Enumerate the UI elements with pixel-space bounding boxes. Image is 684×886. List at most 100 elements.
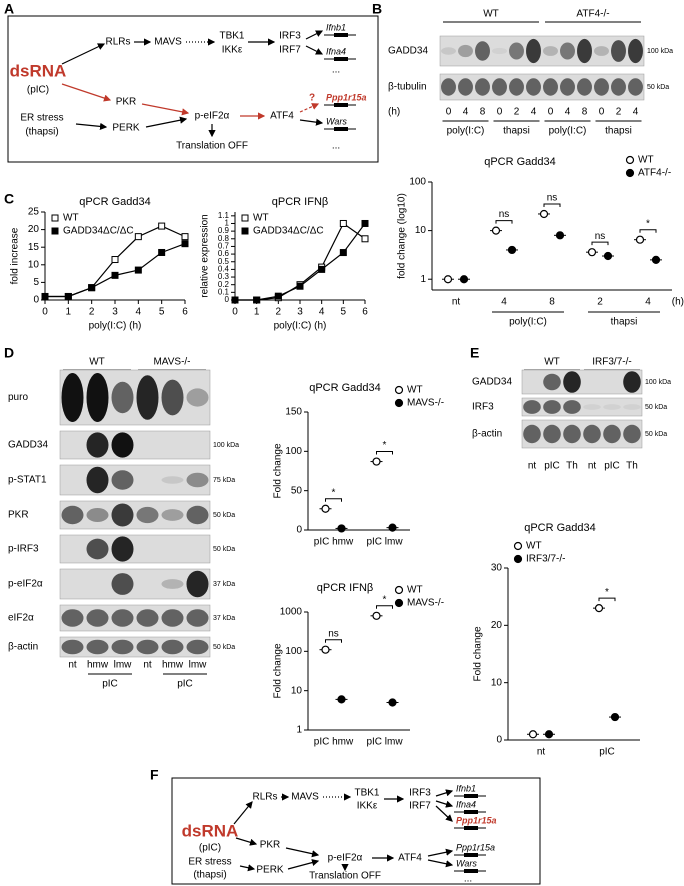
row-label: β-actin [8, 642, 38, 653]
diagram-label: Ifnb1 [456, 783, 476, 793]
arrow [299, 103, 320, 113]
blot-band [111, 609, 134, 627]
time-unit: (h) [388, 107, 400, 118]
x-unit: (h) [672, 297, 684, 308]
blot-band [543, 78, 558, 96]
arrow [61, 83, 112, 102]
x-tick-label: 1 [66, 307, 72, 318]
point [539, 209, 549, 219]
lane-label: hmw [87, 660, 109, 671]
arrow [435, 805, 453, 822]
group-label: poly(I:C) [549, 126, 587, 137]
legend-label: GADD34ΔC/ΔC [63, 226, 134, 237]
blot-band [186, 472, 209, 488]
diagram-label: Ifna4 [456, 799, 476, 809]
point [339, 249, 347, 257]
arrow [75, 122, 108, 130]
blot-band [61, 639, 84, 655]
blot-band [594, 78, 609, 96]
point [555, 231, 565, 240]
row-label: p-STAT1 [8, 475, 47, 486]
diagram-label: Wars [326, 116, 347, 126]
lane-label: 4 [463, 107, 469, 118]
blot-band [86, 508, 109, 522]
blot-band [111, 573, 134, 595]
blot-band [61, 373, 84, 422]
chart-title: qPCR IFNβ [317, 582, 373, 594]
blot-band [583, 404, 601, 410]
point [111, 256, 119, 264]
blot-background [521, 419, 643, 449]
point [443, 275, 453, 284]
lane-label: hmw [162, 660, 184, 671]
blot-background [521, 369, 643, 395]
point [372, 611, 381, 620]
y-axis-label: fold change (log10) [397, 193, 408, 279]
blot-band [543, 46, 558, 56]
lane-label: 8 [582, 107, 588, 118]
group-label: thapsi [503, 126, 530, 137]
lane-label: 4 [531, 107, 537, 118]
blot-band [186, 505, 209, 525]
point [388, 698, 397, 707]
point [337, 695, 346, 704]
diagram-label: p-eIF2α [195, 111, 230, 122]
significance-bracket [325, 498, 342, 502]
significance-bracket [376, 605, 393, 609]
blot-band [441, 78, 456, 96]
y-tick-label: 0.6 [218, 249, 230, 258]
diagram-label: ATF4 [398, 853, 422, 864]
arrow [435, 789, 454, 797]
significance-label: ns [595, 231, 606, 242]
blot-band [111, 536, 134, 562]
group-label: poly(I:C) [447, 126, 485, 137]
point [158, 248, 166, 256]
legend-marker [241, 214, 249, 222]
blot-band [475, 41, 490, 61]
blot-band [523, 400, 541, 414]
gene-exon [464, 794, 478, 798]
row-label: puro [8, 392, 28, 403]
blot-background [439, 73, 645, 101]
blot-band [623, 371, 641, 393]
y-tick-label: 1 [296, 725, 302, 736]
x-tick-label: 3 [112, 307, 118, 318]
lane-label: pIC [544, 461, 560, 472]
blot-band [187, 547, 209, 552]
lane-label: Th [566, 461, 578, 472]
point [361, 219, 369, 227]
legend-marker [51, 227, 59, 235]
blot-band [523, 424, 541, 444]
blot-band [161, 509, 184, 521]
significance-bracket [598, 597, 616, 602]
y-tick-label: 30 [491, 563, 503, 574]
y-tick-label: 0 [225, 295, 230, 304]
group-label: thapsi [611, 317, 638, 328]
arrow [427, 848, 454, 857]
point [134, 266, 142, 274]
blot-background [59, 500, 211, 530]
blot-band [594, 46, 609, 56]
panel-label: A [4, 1, 14, 17]
lane-label: nt [68, 660, 77, 671]
blot-band [526, 38, 541, 64]
blot-band [475, 78, 490, 96]
blot-band [87, 582, 109, 587]
point [651, 255, 661, 264]
group-label: thapsi [605, 126, 632, 137]
blot-band [161, 379, 184, 416]
blot-band [62, 478, 84, 483]
point [231, 296, 239, 304]
legend-label: WT [638, 155, 654, 166]
x-tick-label: 0 [42, 307, 48, 318]
y-tick-label: 15 [28, 242, 40, 253]
blot-band [62, 547, 84, 552]
y-tick-label: 0.4 [218, 265, 230, 274]
blot-band [136, 609, 159, 627]
y-axis-label: Fold change [273, 643, 284, 698]
blot-band [441, 47, 456, 55]
lane-label: nt [588, 461, 597, 472]
arrow [435, 800, 454, 808]
diagram-label: IKKε [357, 801, 378, 812]
diagram-label: Wars [456, 858, 477, 868]
